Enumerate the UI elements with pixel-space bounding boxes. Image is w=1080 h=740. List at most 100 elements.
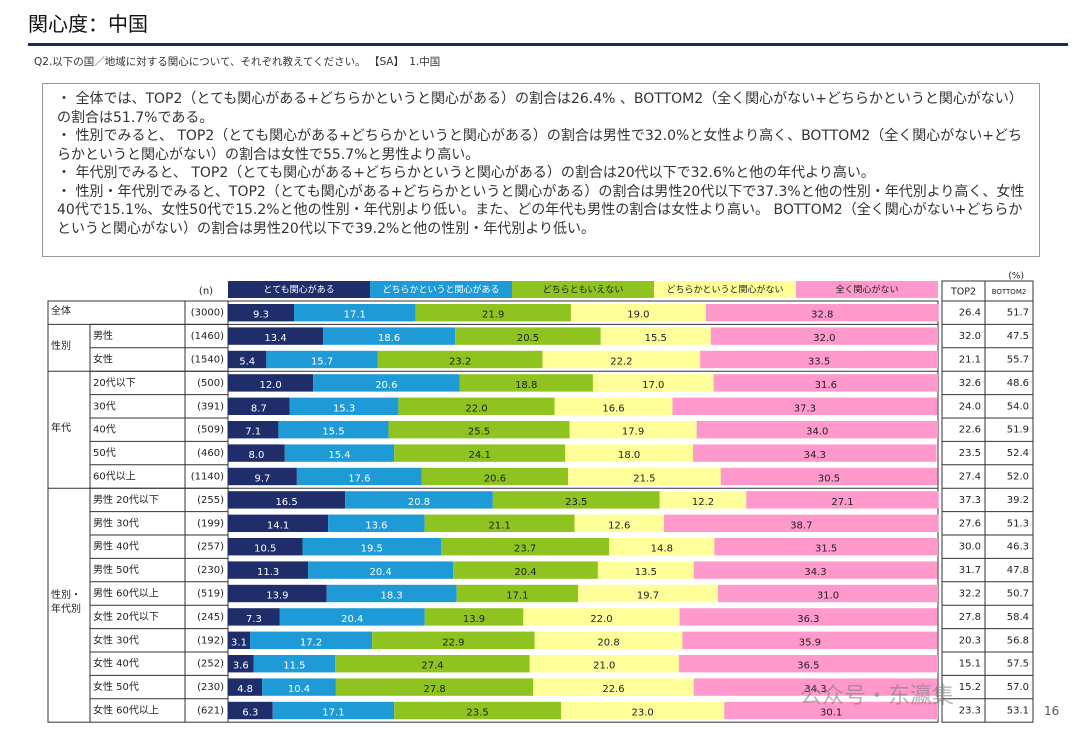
legend-label: どちらともいえない [543, 285, 624, 296]
bar-value-label: 23.0 [632, 708, 654, 719]
bar-segment [441, 538, 610, 556]
bar-segment [415, 304, 571, 322]
bar-value-label: 18.0 [618, 450, 640, 461]
bar-value-label: 13.5 [635, 567, 657, 578]
n-label: (460) [197, 448, 224, 459]
bar-value-label: 8.7 [251, 403, 267, 414]
bar-value-label: 30.1 [820, 708, 842, 719]
bar-segment [302, 538, 441, 556]
bar-segment [534, 631, 683, 649]
bar-value-label: 7.1 [245, 427, 261, 438]
top2-header: TOP2 [950, 287, 976, 298]
bar-value-label: 32.8 [811, 310, 833, 321]
bar-segment [279, 608, 425, 626]
top2-value: 27.8 [959, 612, 981, 623]
bar-value-label: 31.6 [815, 380, 837, 391]
bar-value-label: 9.7 [254, 474, 270, 485]
bar-segment [569, 421, 697, 439]
bar-segment [335, 678, 534, 696]
bar-value-label: 19.0 [627, 310, 649, 321]
bar-segment [228, 678, 263, 696]
bar-value-label: 17.9 [622, 427, 644, 438]
bottom2-value: 51.9 [1007, 425, 1029, 436]
n-label: (519) [197, 589, 224, 600]
group-label-box: 性別・年代別 [51, 590, 81, 616]
bar-value-label: 17.2 [300, 637, 322, 648]
bar-value-label: 20.5 [517, 333, 539, 344]
group-label-box: 年代 [51, 423, 71, 434]
bar-value-label: 21.5 [633, 474, 655, 485]
bottom2-value: 50.7 [1007, 589, 1029, 600]
bar-segment [228, 538, 303, 556]
bottom2-value: 48.6 [1007, 378, 1029, 389]
row-label: 男性 60代以上 [93, 587, 159, 600]
bar-segment [700, 350, 938, 369]
bar-segment [705, 304, 939, 322]
bar-value-label: 18.8 [515, 380, 537, 391]
legend-label: どちらかというと関心がない [666, 284, 783, 296]
bar-segment [720, 467, 938, 486]
bar-value-label: 11.3 [257, 567, 279, 578]
group-label: 性別・年代別 [51, 590, 81, 616]
bar-value-label: 20.6 [375, 380, 397, 391]
row-label: 女性 20代以下 [93, 610, 159, 623]
legend-label: 全く関心がない [835, 284, 898, 296]
bar-value-label: 20.4 [370, 567, 392, 578]
bar-value-label: 34.3 [804, 684, 826, 695]
bottom2-value: 52.0 [1007, 472, 1029, 483]
n-label: (192) [197, 635, 224, 646]
bottom2-value: 57.5 [1007, 659, 1029, 670]
bar-value-label: 4.8 [237, 684, 253, 695]
bar-segment [228, 374, 314, 392]
bar-value-label: 22.6 [602, 684, 624, 695]
bar-value-label: 13.9 [463, 614, 485, 625]
summary-item: 性別・年代別でみると、TOP2（とても関心がある+どちらかというと関心がある）の… [57, 183, 1025, 239]
bar-value-label: 33.5 [808, 357, 830, 368]
bar-value-label: 15.5 [322, 427, 344, 438]
bottom2-value: 39.2 [1007, 495, 1029, 506]
bar-segment [542, 350, 701, 369]
bar-segment [568, 467, 721, 486]
bar-value-label: 17.0 [642, 380, 664, 391]
bar-segment [578, 584, 718, 603]
bar-value-label: 27.1 [831, 497, 853, 508]
bar-segment [228, 655, 254, 673]
top2-value: 15.1 [959, 659, 981, 670]
top2-value: 30.0 [959, 542, 981, 553]
bar-segment [394, 701, 561, 720]
n-label: (230) [197, 565, 224, 576]
row-label: 20代以下 [93, 377, 136, 389]
bar-value-label: 34.3 [804, 450, 826, 461]
row-label: 女性 40代 [93, 657, 139, 670]
bar-value-label: 24.1 [469, 450, 491, 461]
bar-segment [398, 397, 555, 415]
question: Q2.以下の国／地域に対する関心について、それぞれ教えてください。 【SA】 1… [34, 56, 441, 68]
bar-value-label: 19.5 [361, 544, 383, 555]
row-label: 女性 50代 [93, 680, 139, 693]
bar-segment [228, 491, 346, 509]
bar-value-label: 35.9 [799, 637, 821, 648]
bar-segment [693, 444, 937, 462]
group-label: 性別 [51, 340, 71, 352]
top2-value: 20.3 [959, 635, 981, 646]
bar-value-label: 38.7 [790, 520, 812, 531]
bar-segment [693, 678, 938, 696]
bar-segment [456, 584, 579, 603]
top2-value: 27.4 [959, 472, 981, 483]
bar-segment [228, 304, 295, 322]
bar-segment [345, 491, 493, 509]
bar-value-label: 20.8 [597, 637, 619, 648]
bar-value-label: 13.6 [365, 520, 387, 531]
bar-segment [335, 655, 530, 673]
n-label: (252) [197, 659, 224, 670]
top2-value: 24.0 [959, 401, 981, 412]
n-label: (199) [197, 518, 224, 529]
bar-segment [459, 374, 593, 392]
bar-segment [523, 608, 680, 626]
legend-swatch [228, 281, 370, 298]
bar-segment [679, 608, 938, 626]
bar-value-label: 16.6 [602, 403, 624, 414]
bar-segment [533, 678, 694, 696]
bar-segment [570, 304, 706, 322]
n-label: (391) [197, 401, 224, 412]
